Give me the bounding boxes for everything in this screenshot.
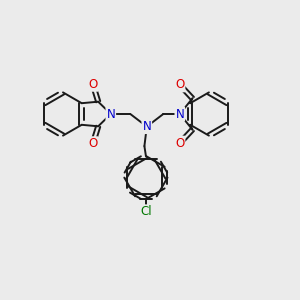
Text: Cl: Cl [140, 205, 152, 218]
Text: O: O [175, 78, 184, 92]
Text: O: O [175, 136, 184, 150]
Text: O: O [88, 78, 98, 91]
Text: N: N [142, 120, 151, 133]
Text: N: N [106, 107, 115, 121]
Text: N: N [176, 107, 184, 121]
Text: O: O [88, 137, 98, 150]
